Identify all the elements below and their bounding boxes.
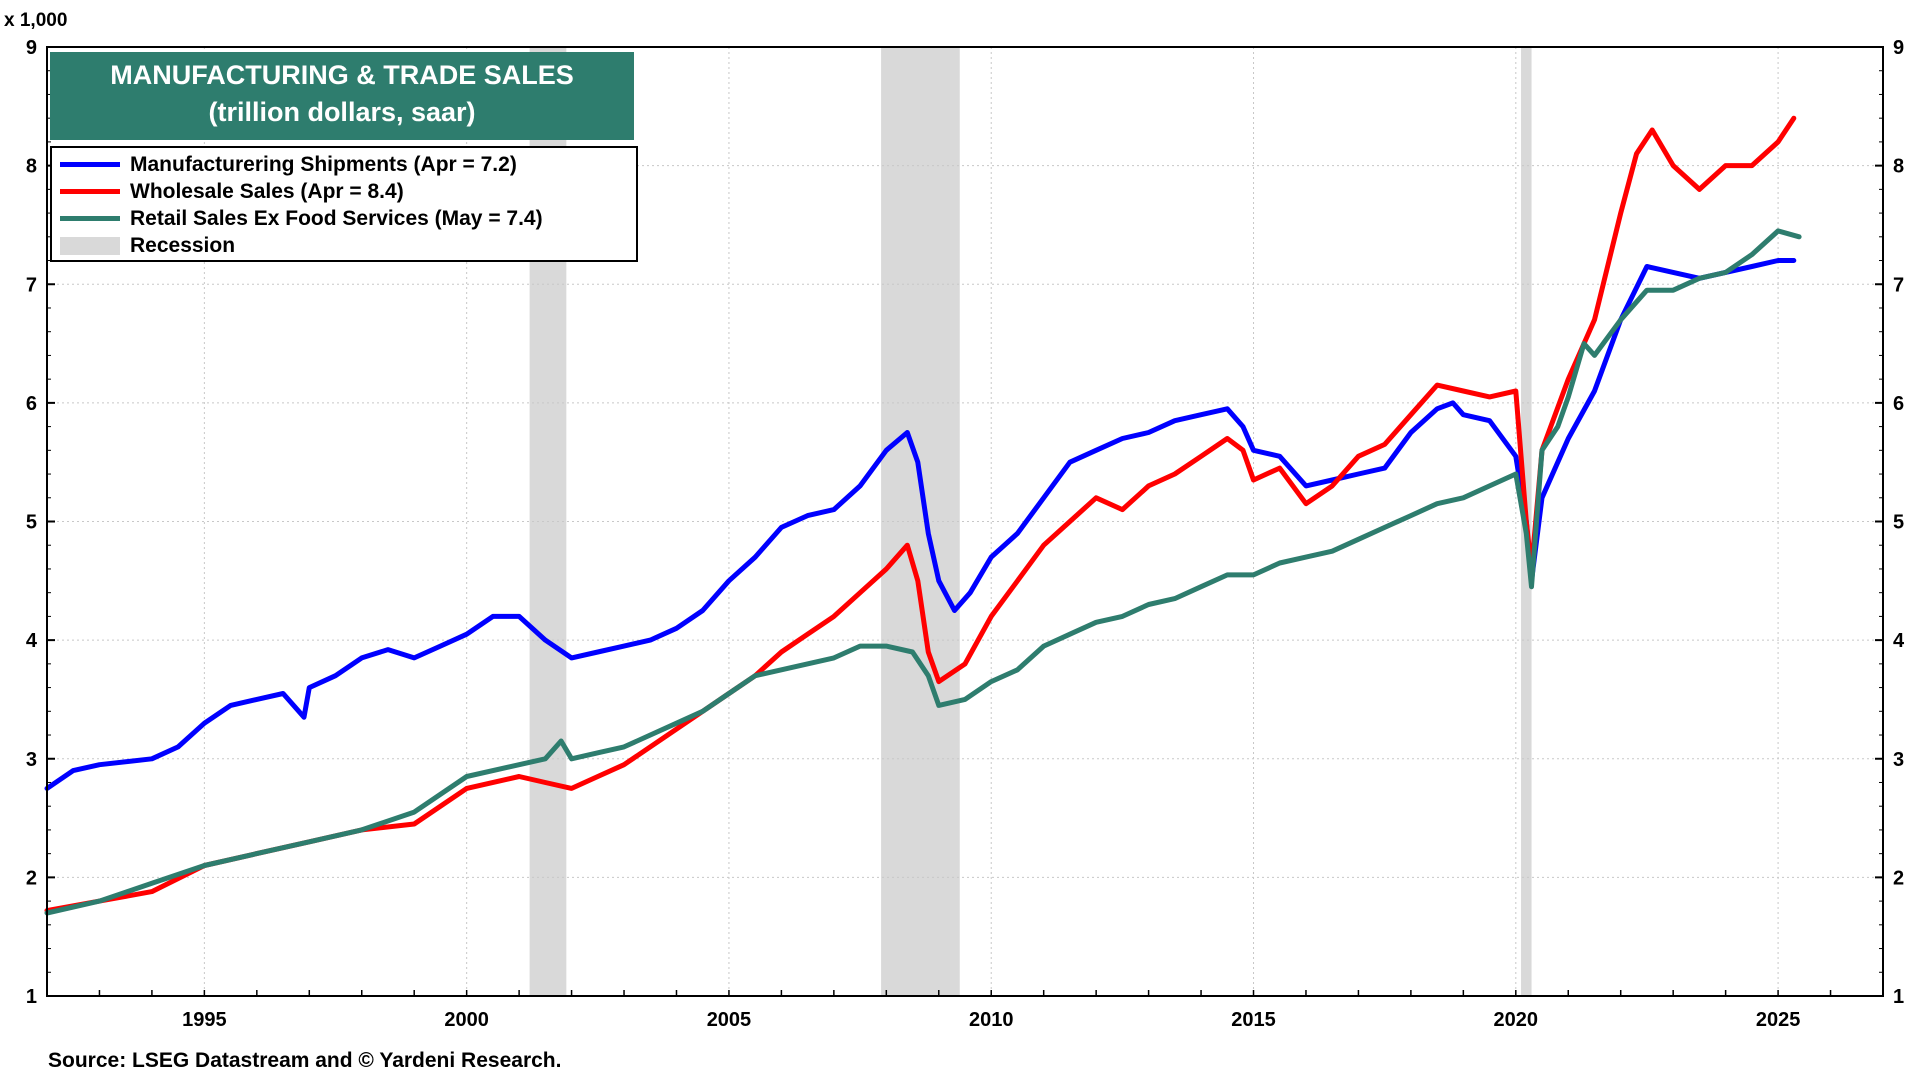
chart-title: MANUFACTURING & TRADE SALES bbox=[110, 60, 574, 90]
series-line-1 bbox=[44, 115, 1797, 914]
y-tick-label-right: 7 bbox=[1893, 274, 1904, 296]
y-tick-label-right: 6 bbox=[1893, 393, 1904, 415]
source-note: Source: LSEG Datastream and © Yardeni Re… bbox=[48, 1049, 562, 1072]
legend-label: Recession bbox=[130, 233, 236, 257]
x-tick-label: 2025 bbox=[1756, 1009, 1801, 1031]
unit-label: x 1,000 bbox=[4, 10, 67, 31]
gridlines bbox=[47, 47, 1883, 996]
y-tick-label-left: 6 bbox=[26, 393, 37, 415]
chart-subtitle: (trillion dollars, saar) bbox=[208, 97, 476, 127]
legend-swatch-retail bbox=[60, 216, 120, 221]
y-tick-label-left: 4 bbox=[26, 630, 38, 652]
y-tick-label-left: 5 bbox=[26, 512, 37, 534]
y-tick-label-right: 4 bbox=[1893, 630, 1905, 652]
y-tick-label-right: 3 bbox=[1893, 749, 1904, 771]
y-tick-label-left: 9 bbox=[26, 37, 37, 59]
y-tick-label-right: 5 bbox=[1893, 512, 1904, 534]
x-tick-label: 2005 bbox=[707, 1009, 752, 1031]
x-tick-label: 2015 bbox=[1231, 1009, 1276, 1031]
legend-label: Retail Sales Ex Food Services (May = 7.4… bbox=[130, 206, 543, 230]
y-tick-label-left: 7 bbox=[26, 274, 37, 296]
y-tick-label-left: 3 bbox=[26, 749, 37, 771]
series-lines bbox=[44, 115, 1802, 916]
legend-item-wholesale: Wholesale Sales (Apr = 8.4) bbox=[60, 178, 628, 205]
legend-label: Manufacturering Shipments (Apr = 7.2) bbox=[130, 152, 517, 176]
y-tick-label-left: 2 bbox=[26, 867, 37, 889]
axes: 1 1 2 2 3 3 4 4 5 5 6 6 7 7 8 8 9 9 1995 2000 2005 2010 2015 20… bbox=[26, 37, 1905, 1031]
x-tick-label: 2010 bbox=[969, 1009, 1014, 1031]
y-tick-label-right: 8 bbox=[1893, 156, 1904, 178]
y-tick-label-right: 1 bbox=[1893, 986, 1904, 1008]
legend-item-recession: Recession bbox=[60, 232, 628, 259]
recession-band bbox=[881, 47, 960, 996]
y-tick-label-left: 1 bbox=[26, 986, 37, 1008]
chart-title-box: MANUFACTURING & TRADE SALES (trillion do… bbox=[50, 52, 634, 140]
y-tick-label-right: 2 bbox=[1893, 867, 1904, 889]
legend-swatch-recession bbox=[60, 236, 120, 255]
x-tick-label: 2000 bbox=[444, 1009, 489, 1031]
legend-swatch-manufacturing bbox=[60, 162, 120, 167]
legend-item-manufacturing: Manufacturering Shipments (Apr = 7.2) bbox=[60, 151, 628, 178]
legend-swatch-wholesale bbox=[60, 189, 120, 194]
series-line-2 bbox=[44, 228, 1802, 916]
x-tick-label: 2020 bbox=[1494, 1009, 1539, 1031]
legend-item-retail: Retail Sales Ex Food Services (May = 7.4… bbox=[60, 205, 628, 232]
legend-label: Wholesale Sales (Apr = 8.4) bbox=[130, 179, 404, 203]
legend: Manufacturering Shipments (Apr = 7.2) Wh… bbox=[50, 146, 638, 262]
recession-bands bbox=[529, 47, 1532, 996]
y-tick-label-left: 8 bbox=[26, 156, 37, 178]
x-tick-label: 1995 bbox=[182, 1009, 227, 1031]
y-tick-label-right: 9 bbox=[1893, 37, 1904, 59]
